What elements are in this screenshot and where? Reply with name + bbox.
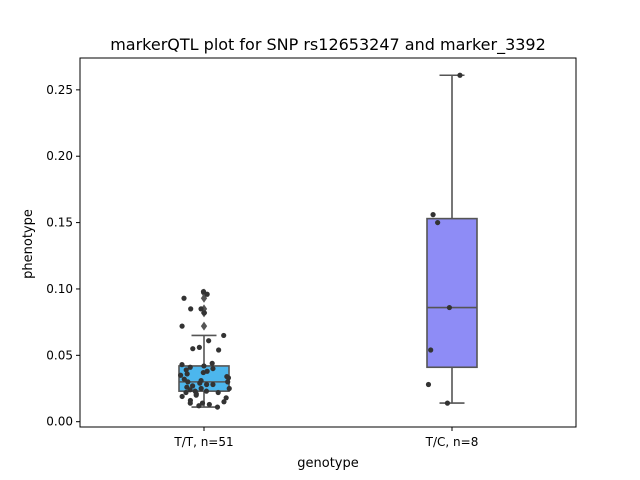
data-point — [435, 219, 441, 226]
data-point — [430, 212, 436, 218]
data-point — [187, 387, 193, 393]
box-group — [178, 288, 232, 410]
data-point — [196, 344, 202, 350]
data-point — [201, 310, 207, 316]
data-point — [179, 323, 185, 329]
y-tick-label: 0.15 — [46, 216, 73, 230]
chart-title: markerQTL plot for SNP rs12653247 and ma… — [110, 35, 546, 55]
x-axis: T/T, n=51 T/C, n=8 — [173, 427, 478, 449]
axes-frame — [79, 57, 577, 428]
data-point — [206, 401, 212, 408]
y-axis: 0.00 0.05 0.10 0.15 0.20 0.25 — [46, 83, 80, 429]
x-tick-label: T/C, n=8 — [425, 435, 479, 449]
data-point — [444, 400, 451, 406]
data-point — [190, 383, 196, 389]
data-point — [199, 400, 206, 406]
data-point — [181, 376, 187, 382]
data-point — [457, 72, 463, 78]
box-iqr — [426, 217, 478, 369]
data-point — [221, 399, 227, 405]
data-point — [193, 392, 199, 398]
y-axis-label: phenotype — [21, 209, 36, 279]
data-point — [181, 295, 187, 301]
data-point — [214, 404, 221, 410]
y-tick-label: 0.25 — [46, 83, 73, 97]
data-point — [198, 306, 204, 312]
outlier-marker — [200, 321, 208, 331]
data-point — [428, 347, 434, 353]
data-point — [200, 289, 207, 295]
box-group — [425, 72, 478, 406]
data-point — [187, 364, 193, 370]
data-point — [210, 381, 216, 388]
data-point — [183, 389, 189, 396]
data-point — [215, 389, 221, 396]
data-point — [203, 388, 210, 394]
data-point — [197, 380, 203, 386]
data-point — [185, 379, 191, 385]
data-point — [184, 371, 190, 377]
data-point — [200, 369, 206, 376]
data-point — [210, 365, 216, 372]
data-point — [425, 381, 432, 388]
data-point — [198, 385, 204, 392]
data-point — [201, 363, 207, 369]
data-point — [223, 395, 229, 401]
data-point — [216, 347, 222, 353]
data-point — [225, 379, 231, 385]
data-point — [178, 372, 184, 378]
data-point — [446, 304, 453, 311]
data-point — [190, 346, 196, 352]
data-point — [204, 381, 210, 388]
data-point — [188, 306, 194, 312]
data-point — [187, 400, 193, 406]
y-tick-label: 0.20 — [46, 149, 73, 163]
data-point — [183, 367, 189, 373]
data-point — [206, 338, 212, 344]
data-point — [226, 385, 232, 392]
y-tick-label: 0.05 — [46, 348, 73, 362]
y-tick-label: 0.10 — [46, 282, 73, 296]
data-point — [204, 291, 210, 297]
x-axis-label: genotype — [297, 456, 358, 471]
data-point — [209, 360, 215, 366]
data-point — [221, 332, 227, 339]
y-tick-label: 0.00 — [46, 415, 73, 429]
data-point — [196, 403, 202, 409]
x-tick-label: T/T, n=51 — [173, 435, 233, 449]
data-point — [225, 375, 232, 381]
data-point — [179, 362, 185, 368]
data-point — [179, 393, 185, 400]
